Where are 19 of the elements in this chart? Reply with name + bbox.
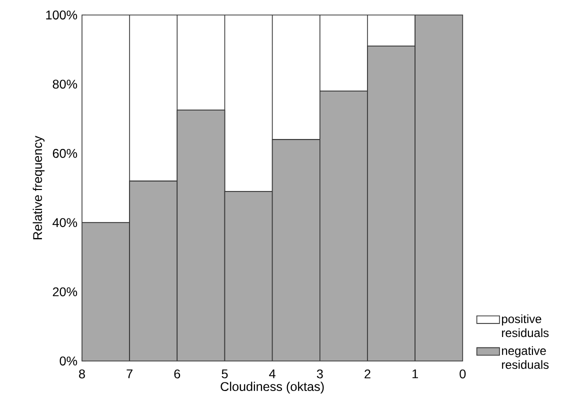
x-tick-label: 4 [269,369,276,378]
y-axis-title: Relative frequency [32,136,45,240]
y-tick-label: 20% [52,287,78,296]
x-tick-label: 7 [126,369,132,378]
y-tick-label: 40% [52,218,78,228]
x-tick-label: 3 [316,369,323,378]
x-tick-label: 1 [412,369,418,378]
x-tick-label: 2 [364,369,370,378]
legend-label: negative residuals [502,346,549,369]
x-tick-label: 8 [79,369,85,378]
x-tick-label: 0 [460,369,466,378]
x-axis-title: Cloudiness (oktas) [220,382,324,394]
y-tick-label: 60% [52,148,78,158]
y-tick-label: 100% [46,10,78,20]
y-tick-label: 80% [52,80,78,89]
y-tick-label: 0% [60,356,78,366]
x-tick-label: 5 [222,369,228,378]
legend-label: positive residuals [502,314,549,338]
x-tick-label: 6 [174,369,180,378]
